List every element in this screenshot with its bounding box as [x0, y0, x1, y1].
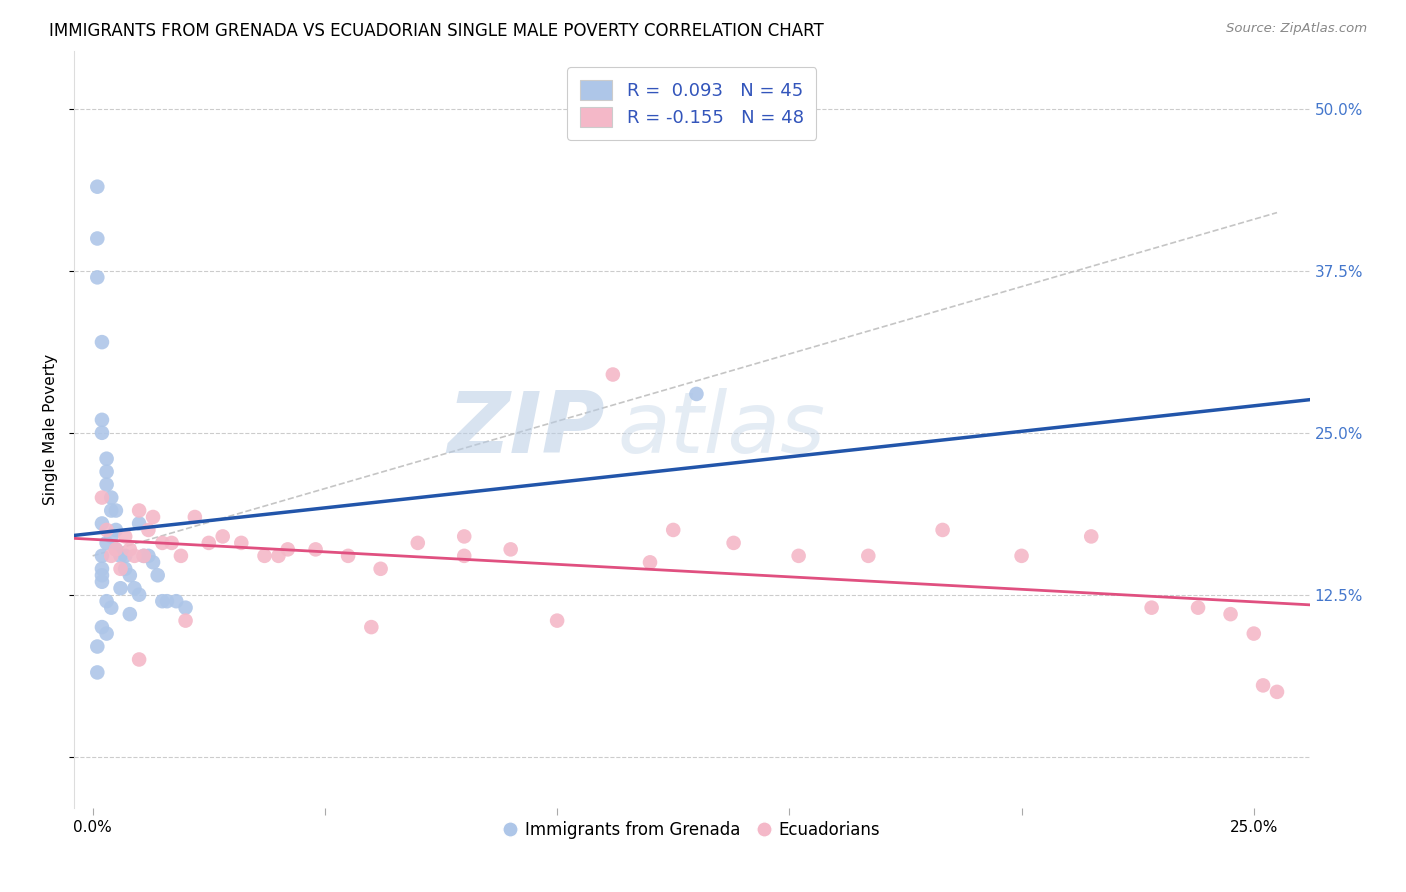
Point — [124, 549, 146, 563]
Point — [86, 179, 108, 194]
Text: atlas: atlas — [617, 388, 825, 471]
Point — [1080, 529, 1102, 543]
Point — [1187, 600, 1209, 615]
Point — [1243, 626, 1265, 640]
Point — [91, 516, 114, 531]
Point — [931, 523, 953, 537]
Point — [91, 562, 114, 576]
Point — [253, 549, 276, 563]
Point — [211, 529, 233, 543]
Point — [91, 335, 114, 350]
Point — [146, 568, 169, 582]
Point — [91, 425, 114, 440]
Point — [197, 536, 219, 550]
Point — [1011, 549, 1033, 563]
Point — [110, 549, 132, 563]
Point — [1265, 685, 1288, 699]
Point — [132, 549, 155, 563]
Legend: Immigrants from Grenada, Ecuadorians: Immigrants from Grenada, Ecuadorians — [496, 814, 887, 846]
Point — [91, 549, 114, 563]
Text: Source: ZipAtlas.com: Source: ZipAtlas.com — [1226, 22, 1367, 36]
Point — [304, 542, 326, 557]
Point — [96, 523, 118, 537]
Text: IMMIGRANTS FROM GRENADA VS ECUADORIAN SINGLE MALE POVERTY CORRELATION CHART: IMMIGRANTS FROM GRENADA VS ECUADORIAN SI… — [49, 22, 824, 40]
Point — [787, 549, 810, 563]
Point — [91, 491, 114, 505]
Point — [96, 465, 118, 479]
Point — [150, 536, 173, 550]
Point — [156, 594, 179, 608]
Point — [104, 542, 127, 557]
Point — [184, 510, 207, 524]
Point — [231, 536, 253, 550]
Point — [150, 594, 173, 608]
Point — [337, 549, 360, 563]
Point — [91, 574, 114, 589]
Point — [114, 549, 136, 563]
Point — [370, 562, 392, 576]
Point — [110, 562, 132, 576]
Point — [160, 536, 183, 550]
Point — [1219, 607, 1241, 622]
Point — [124, 581, 146, 595]
Point — [128, 503, 150, 517]
Point — [174, 614, 197, 628]
Point — [118, 607, 141, 622]
Point — [128, 652, 150, 666]
Point — [100, 491, 122, 505]
Y-axis label: Single Male Poverty: Single Male Poverty — [44, 354, 58, 505]
Point — [91, 413, 114, 427]
Point — [1251, 678, 1274, 692]
Point — [91, 620, 114, 634]
Point — [104, 503, 127, 517]
Point — [662, 523, 685, 537]
Point — [86, 231, 108, 245]
Point — [132, 549, 155, 563]
Point — [91, 568, 114, 582]
Point — [277, 542, 299, 557]
Point — [453, 529, 475, 543]
Point — [723, 536, 745, 550]
Point — [96, 451, 118, 466]
Point — [267, 549, 290, 563]
Point — [1140, 600, 1163, 615]
Point — [104, 523, 127, 537]
Point — [100, 529, 122, 543]
Point — [138, 523, 160, 537]
Point — [96, 594, 118, 608]
Point — [453, 549, 475, 563]
Point — [96, 626, 118, 640]
Point — [142, 555, 165, 569]
Point — [86, 270, 108, 285]
Point — [118, 542, 141, 557]
Point — [114, 562, 136, 576]
Point — [86, 665, 108, 680]
Point — [128, 516, 150, 531]
Point — [114, 529, 136, 543]
Point — [100, 549, 122, 563]
Point — [360, 620, 382, 634]
Point — [165, 594, 187, 608]
Point — [128, 588, 150, 602]
Point — [685, 387, 707, 401]
Point — [110, 581, 132, 595]
Point — [86, 640, 108, 654]
Point — [499, 542, 522, 557]
Point — [174, 600, 197, 615]
Point — [546, 614, 568, 628]
Point — [170, 549, 193, 563]
Point — [100, 503, 122, 517]
Point — [858, 549, 880, 563]
Text: ZIP: ZIP — [447, 388, 606, 471]
Point — [638, 555, 661, 569]
Point — [602, 368, 624, 382]
Point — [138, 549, 160, 563]
Point — [100, 600, 122, 615]
Point — [118, 568, 141, 582]
Point — [96, 477, 118, 491]
Point — [96, 536, 118, 550]
Point — [142, 510, 165, 524]
Point — [104, 542, 127, 557]
Point — [406, 536, 429, 550]
